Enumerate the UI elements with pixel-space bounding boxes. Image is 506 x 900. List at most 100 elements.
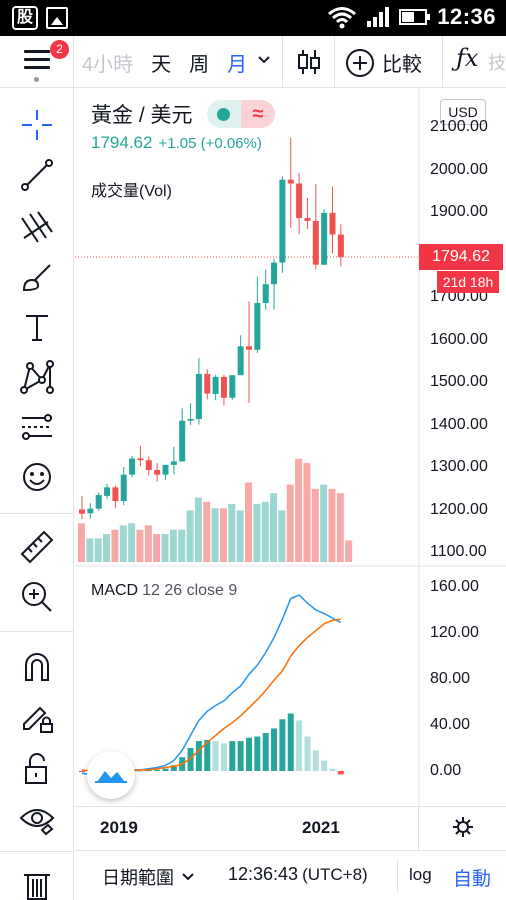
price-axis-label: 1300.00: [430, 458, 488, 475]
prediction-tool[interactable]: [18, 408, 56, 446]
macd-axis-label: 120.00: [430, 624, 479, 641]
macd-histogram-bar: [170, 765, 177, 771]
volume-bar: [228, 503, 236, 562]
app-notification-icon: 股: [12, 6, 38, 30]
lock-drawings-tool[interactable]: [18, 698, 56, 736]
interval-month[interactable]: 月: [227, 53, 248, 76]
volume-bar: [303, 463, 311, 562]
volume-bar: [336, 493, 344, 562]
macd-histogram-bar: [204, 739, 211, 771]
pattern-tool[interactable]: [18, 358, 56, 396]
volume-legend[interactable]: 成交量(Vol): [91, 183, 172, 200]
candle-body: [337, 234, 344, 258]
price-axis-label: 2000.00: [430, 161, 488, 178]
candle-body: [212, 376, 219, 394]
chart-canvas[interactable]: [75, 89, 506, 809]
candle-body: [204, 373, 211, 394]
text-tool[interactable]: [18, 308, 56, 346]
volume-bar: [153, 534, 161, 562]
delete-tool[interactable]: [18, 863, 56, 900]
price-axis-label: 1200.00: [430, 501, 488, 518]
chart-area[interactable]: 黃金 / 美元 ≈ 1794.62 +1.05 (+0.06%) 成交量(Vol)…: [75, 89, 506, 837]
zoom-in-tool[interactable]: [18, 578, 56, 616]
candle-body: [237, 346, 244, 376]
candle-body: [304, 217, 311, 221]
price-axis-label: 1600.00: [430, 331, 488, 348]
price-axis-label: 2100.00: [430, 118, 488, 135]
interval-4h[interactable]: 4小時: [82, 53, 134, 76]
candle-body: [145, 460, 152, 470]
candle-body: [179, 420, 186, 462]
macd-histogram-bar: [296, 720, 303, 771]
brush-tool[interactable]: [18, 258, 56, 296]
macd-histogram-bar: [304, 736, 311, 771]
hamburger-icon: [24, 50, 50, 70]
trend-line-tool[interactable]: [18, 156, 56, 194]
unlock-tool[interactable]: [18, 750, 56, 788]
date-range-button[interactable]: 日期範圍: [102, 864, 194, 890]
interval-day[interactable]: 天: [151, 53, 172, 76]
chart-type-candle-icon[interactable]: [296, 49, 322, 75]
timezone: (UTC+8): [302, 865, 368, 884]
crosshair-icon: [22, 110, 52, 140]
chevron-down-icon[interactable]: [258, 54, 270, 66]
trash-icon: [24, 874, 50, 900]
pitchfork-icon: [21, 211, 53, 243]
divider: [0, 513, 74, 514]
candle-body: [321, 212, 328, 265]
auto-scale-toggle[interactable]: 自動: [453, 869, 492, 890]
emoji-tool[interactable]: [18, 458, 56, 496]
price-axis-label: 1500.00: [430, 373, 488, 390]
volume-bar: [128, 523, 136, 562]
drawing-toolbar: [0, 88, 74, 900]
compare-button[interactable]: 比較: [346, 48, 422, 77]
candle-body: [271, 262, 278, 285]
macd-histogram-bar: [220, 743, 227, 771]
volume-bar: [245, 482, 252, 562]
date-range-label: 日期範圍: [102, 868, 174, 888]
time-zone-button[interactable]: 12:36:43 (UTC+8): [228, 864, 368, 885]
pencil-lock-icon: [23, 706, 53, 733]
visibility-tool[interactable]: [18, 800, 56, 838]
time-axis-label: 2019: [100, 818, 138, 837]
macd-legend[interactable]: MACD 12 26 close 9: [91, 582, 237, 600]
magnet-tool[interactable]: [18, 648, 56, 686]
log-scale-toggle[interactable]: log: [409, 865, 432, 884]
top-toolbar: 2 4小時 天 周 月 比較 ƒx 技: [0, 36, 506, 88]
symbol-legend: 黃金 / 美元 ≈ 1794.62 +1.05 (+0.06%): [91, 99, 275, 153]
pitchfork-tool[interactable]: [18, 208, 56, 246]
candle-body: [112, 487, 119, 501]
crosshair-tool[interactable]: [18, 106, 56, 144]
currency-badge[interactable]: USD: [440, 99, 486, 125]
symbol-title[interactable]: 黃金 / 美元: [91, 104, 193, 127]
volume-bar: [119, 525, 127, 562]
candle-body: [154, 469, 161, 475]
volume-bar: [253, 503, 261, 562]
chevron-down-icon: [182, 873, 194, 881]
macd-histogram-bar: [195, 741, 202, 771]
price-axis-label: 1100.00: [430, 543, 487, 560]
indicators-label[interactable]: 技: [488, 53, 506, 73]
menu-button[interactable]: 2: [0, 36, 74, 88]
battery-icon: [399, 9, 431, 25]
candle-body: [279, 179, 286, 263]
candle-body: [229, 375, 236, 398]
macd-axis-label: 80.00: [430, 670, 471, 687]
volume-bar: [278, 510, 286, 562]
candle-body: [246, 346, 252, 350]
settings-gear-icon[interactable]: [452, 816, 474, 838]
status-bar: 股 12:36: [0, 0, 506, 36]
tradingview-logo-button[interactable]: [87, 751, 135, 799]
symbol-status-pill[interactable]: ≈: [206, 100, 275, 128]
trend-line-icon: [21, 159, 53, 191]
text-icon: [26, 315, 48, 341]
interval-week[interactable]: 周: [189, 53, 210, 76]
volume-bar: [219, 508, 227, 562]
measure-tool[interactable]: [18, 528, 56, 566]
candle-body: [187, 418, 194, 421]
divider: [397, 859, 398, 893]
volume-bar: [320, 484, 328, 562]
price-axis-label: 1900.00: [430, 203, 488, 220]
candle-body: [129, 458, 136, 475]
indicators-fx-icon[interactable]: ƒx: [456, 44, 479, 72]
